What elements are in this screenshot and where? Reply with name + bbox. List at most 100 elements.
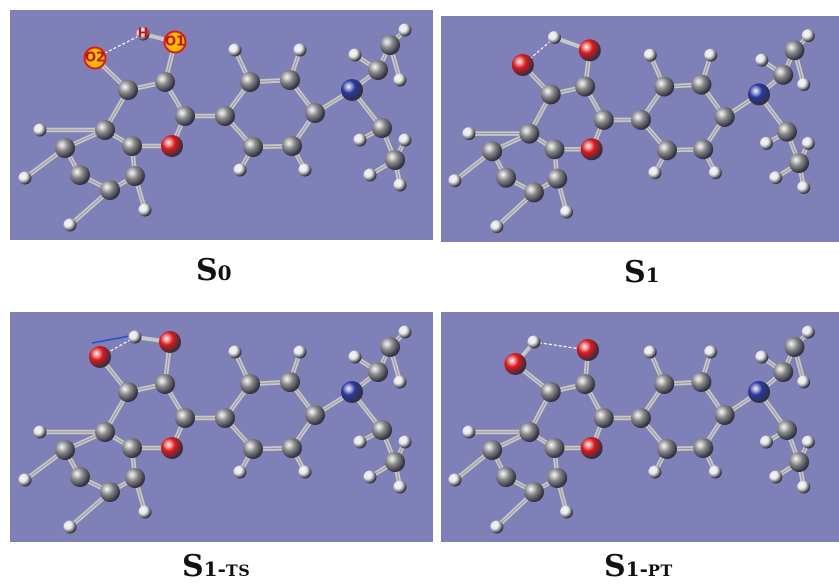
carbon-atom: [305, 103, 325, 123]
hydrogen-atom: [448, 473, 462, 487]
label-main: S: [196, 253, 218, 288]
carbon-atom: [372, 118, 392, 138]
hydrogen-atom: [801, 325, 815, 339]
bonds: [22, 27, 408, 228]
atoms: [448, 29, 815, 234]
hydrogen-atom: [648, 166, 662, 180]
atoms: [448, 325, 815, 534]
hydrogen-atom: [18, 473, 32, 487]
oxygen-atom: [504, 353, 527, 375]
hydrogen-atom: [393, 480, 407, 494]
carbon-atom: [630, 109, 651, 130]
nitrogen-atom: [748, 381, 771, 403]
hydrogen-atom: [393, 375, 407, 389]
hydrogen-atom: [755, 350, 769, 364]
hydrogen-atom: [560, 505, 574, 519]
hydrogen-atom: [801, 435, 815, 449]
carbon-atom: [70, 165, 90, 185]
atom-label-o2: O2: [85, 51, 105, 66]
hydrogen-atom: [760, 136, 773, 150]
label-sub: 1: [645, 263, 660, 287]
carbon-atom: [544, 438, 565, 458]
carbon-atom: [125, 468, 145, 488]
carbon-atom: [519, 123, 540, 144]
carbon-atom: [784, 337, 805, 357]
hydrogen-atom: [233, 465, 247, 479]
carbon-atom: [575, 76, 596, 97]
carbon-atom: [773, 362, 794, 382]
carbon-atom: [55, 138, 75, 158]
hydrogen-atom: [643, 48, 657, 62]
carbon-atom: [654, 76, 675, 97]
carbon-atom: [547, 168, 568, 189]
hydrogen-atom: [228, 345, 242, 359]
hydrogen-atom: [136, 27, 150, 41]
carbon-atom: [540, 84, 561, 105]
structure-panel-s1-ts: [10, 312, 433, 542]
carbon-atom: [122, 438, 142, 458]
nitrogen-atom: [341, 381, 363, 403]
carbon-atom: [714, 405, 735, 425]
hydrogen-atom: [462, 425, 476, 439]
carbon-atom: [282, 438, 302, 458]
hydrogen-atom: [18, 171, 32, 185]
hydrogen-atom: [348, 350, 362, 364]
carbon-atom: [482, 141, 503, 162]
hydrogen-atom: [63, 218, 77, 232]
carbon-atom: [55, 440, 75, 460]
carbon-atom: [155, 374, 175, 394]
carbon-atom: [100, 482, 120, 502]
carbon-atom: [691, 372, 712, 392]
carbon-atom: [656, 140, 677, 161]
label-main: S: [624, 255, 646, 290]
hydrogen-atom: [293, 345, 307, 359]
carbon-atom: [593, 408, 614, 428]
hydrogen-atom: [801, 136, 815, 150]
carbon-atom: [540, 382, 561, 402]
carbon-atom: [654, 374, 675, 394]
hydrogen-atom: [353, 133, 367, 147]
carbon-atom: [496, 167, 517, 188]
hydrogen-atom: [398, 325, 412, 339]
carbon-atom: [789, 153, 810, 173]
hydrogen-atom: [755, 53, 769, 67]
carbon-atom: [125, 166, 145, 186]
atoms: [18, 325, 412, 534]
hydrogen-atom: [393, 73, 407, 87]
structure-panel-s1-pt: [441, 312, 839, 542]
carbon-atom: [118, 80, 138, 100]
carbon-atom: [215, 106, 235, 126]
molecule-s0: O2 O1 H: [18, 23, 412, 232]
oxygen-highlight-ring: [83, 46, 107, 70]
transition-vector: [91, 334, 136, 344]
hydrogen-bond: [522, 37, 555, 66]
oxygen-atom: [159, 331, 181, 353]
hydrogen-atom: [769, 171, 783, 185]
hydrogen-atom: [228, 43, 242, 57]
oxygen-atom: [511, 54, 534, 76]
oxygen-atom: [89, 346, 111, 368]
hydrogen-atom: [801, 29, 815, 43]
carbon-atom: [380, 337, 400, 357]
carbon-atom: [789, 452, 810, 472]
structure-panel-s0: O2 O1 H: [10, 10, 433, 240]
atoms: [18, 23, 412, 232]
hydrogen-atom: [462, 127, 476, 141]
structure-panel-s1: [441, 16, 839, 242]
hydrogen-atom: [398, 435, 412, 449]
carbon-atom: [280, 70, 300, 90]
carbon-atom: [482, 440, 503, 460]
carbon-atom: [630, 408, 651, 428]
state-label-s1: S1: [624, 258, 660, 292]
oxygen-atom: [161, 135, 183, 157]
carbon-atom: [372, 420, 392, 440]
carbon-atom: [380, 35, 400, 55]
hydrogen-atom: [643, 345, 657, 359]
oxygen-atom: [580, 138, 603, 161]
molecule-s1-ts: [18, 325, 412, 534]
carbon-atom: [693, 438, 714, 458]
hydrogen-atom: [298, 163, 312, 177]
hydrogen-atom: [363, 470, 377, 484]
hydrogen-atom: [398, 23, 412, 37]
state-label-s0: S0: [196, 256, 232, 290]
